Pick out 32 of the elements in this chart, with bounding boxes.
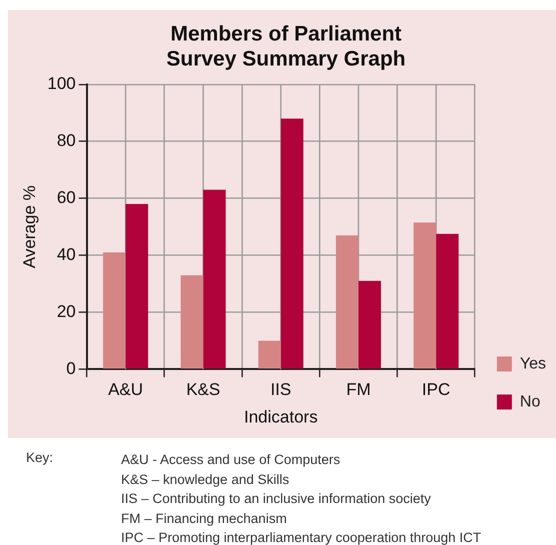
text: IPC – Promoting interparliamentary cooperation through ICT (121, 529, 482, 545)
y-tick-label: 20 (56, 302, 76, 321)
bar (180, 275, 204, 369)
x-axis-title: Indicators (244, 407, 318, 426)
text: A&U - Access and use of Computers (121, 451, 342, 469)
legend-label: Yes (520, 355, 546, 372)
y-tick-label: 0 (66, 358, 76, 378)
bar (103, 252, 126, 369)
y-axis-title: Average % (20, 185, 39, 268)
y-tick-label: 40 (56, 244, 76, 264)
text: FM – Financing mechanism (121, 510, 288, 528)
bar (126, 204, 148, 369)
x-tick-label: IIS (270, 380, 292, 400)
bar (258, 340, 281, 369)
y-tick-label: 100 (47, 74, 76, 94)
bar (280, 118, 304, 369)
legend-label: No (520, 393, 540, 410)
y-tick-label: 80 (56, 131, 76, 150)
bar (436, 234, 459, 369)
x-tick-label: FM (346, 380, 371, 400)
bar (203, 190, 226, 369)
x-tick-label: A&U (108, 380, 144, 400)
y-tick-label: 60 (56, 188, 76, 208)
x-tick-label: K&S (186, 380, 220, 400)
text: Key: (26, 450, 54, 465)
bar (336, 235, 358, 369)
bar (414, 222, 436, 369)
bar (358, 280, 381, 369)
text: IIS – Contributing to an inclusive information society (121, 490, 432, 508)
x-tick-label: IPC (422, 380, 450, 400)
text: K&S – knowledge and Skills (121, 470, 290, 489)
chart-title: Members of Parliament Survey Summary Graph (166, 22, 406, 71)
